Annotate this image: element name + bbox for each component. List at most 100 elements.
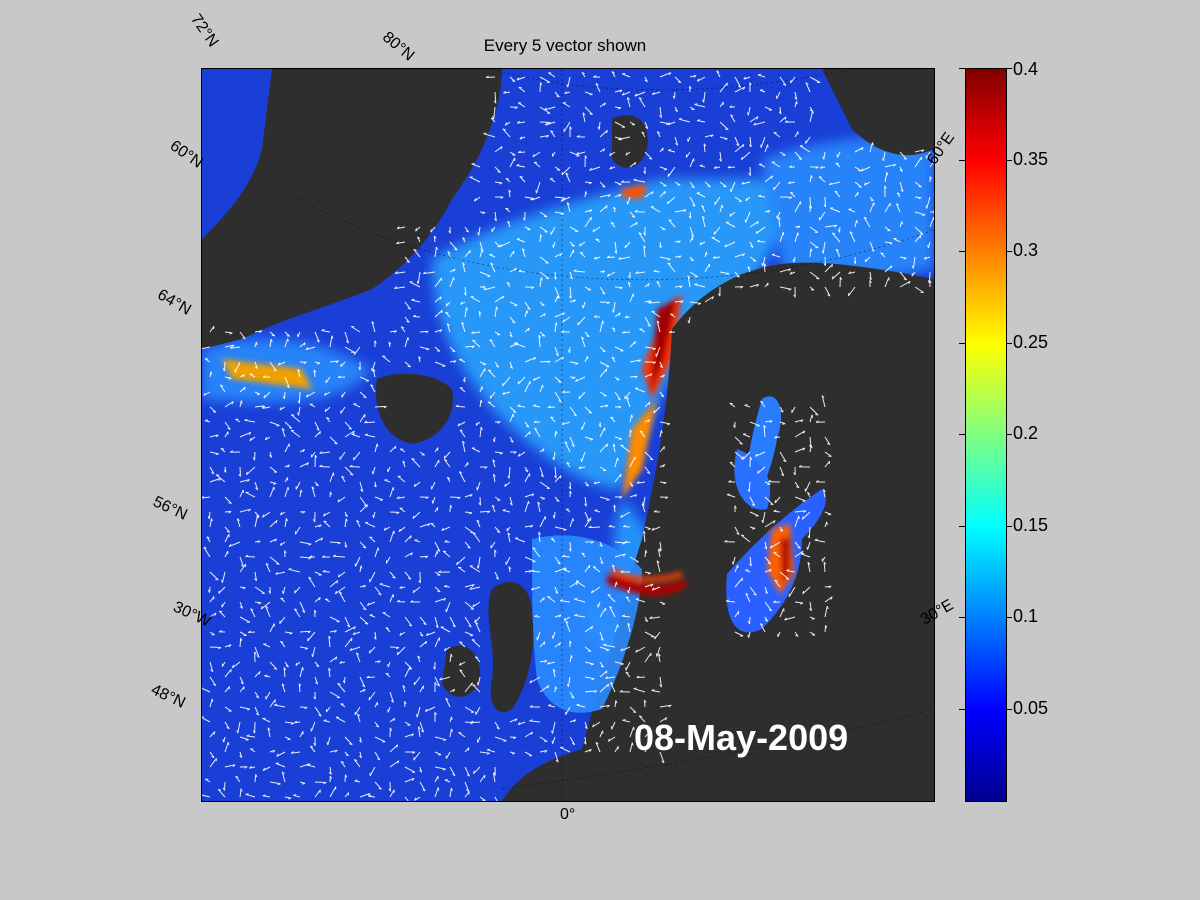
vector-arrow [309, 745, 316, 753]
vector-arrowhead [809, 205, 813, 209]
vector-arrow [284, 486, 289, 498]
vector-arrow [209, 612, 217, 618]
vector-arrowhead [575, 362, 579, 365]
vector-arrowhead [430, 522, 434, 525]
vector-arrow [306, 391, 316, 398]
vector-arrow [516, 76, 526, 81]
vector-arrowhead [566, 84, 569, 88]
map-panel[interactable]: 08-May-2009 [201, 68, 935, 802]
vector-arrow [398, 526, 406, 533]
vector-arrowhead [393, 330, 397, 333]
vector-arrow [561, 555, 571, 558]
vector-arrow [569, 226, 579, 232]
vector-arrow [248, 631, 256, 633]
vector-arrow [434, 541, 441, 552]
vector-arrowhead [425, 330, 429, 334]
vector-arrow [773, 181, 781, 191]
vector-arrowhead [226, 726, 230, 730]
vector-arrow [584, 496, 587, 507]
vector-arrowhead [228, 502, 232, 504]
vector-arrowhead [837, 229, 840, 233]
vector-arrow [779, 232, 784, 243]
vector-arrow [413, 676, 421, 686]
vector-arrowhead [316, 665, 320, 668]
vector-arrowhead [610, 681, 614, 685]
vector-arrow [643, 245, 646, 258]
vector-arrow [694, 104, 706, 108]
vector-arrow [389, 487, 394, 498]
vector-arrow [254, 481, 259, 490]
vector-arrowhead [611, 71, 615, 74]
vector-arrow [863, 216, 871, 228]
vector-arrowhead [473, 770, 475, 774]
vector-arrow [788, 181, 796, 184]
vector-arrowhead [367, 793, 371, 797]
vector-arrowhead [588, 411, 592, 414]
vector-arrow [224, 686, 230, 693]
colorbar-tick [1006, 342, 1012, 344]
vector-arrow [614, 541, 626, 544]
vector-arrowhead [546, 661, 550, 665]
vector-arrow [299, 667, 304, 678]
vector-arrowhead [625, 596, 629, 599]
vector-arrow [651, 586, 661, 591]
vector-arrowhead [519, 136, 523, 140]
vector-arrow [659, 421, 670, 425]
vector-arrow [356, 520, 361, 528]
vector-arrow [209, 646, 222, 648]
vector-arrow [524, 731, 533, 738]
vector-arrowhead [255, 696, 260, 699]
vector-arrow [476, 519, 481, 528]
vector-arrowhead [522, 248, 526, 252]
vector-arrowhead [417, 236, 421, 240]
vector-arrowhead [398, 528, 401, 532]
vector-arrow [824, 286, 831, 297]
vector-arrowhead [730, 114, 734, 117]
vector-arrowhead [827, 442, 831, 446]
vector-arrow [749, 256, 757, 262]
vector-arrow [773, 132, 781, 138]
vector-arrow [464, 307, 467, 318]
vector-arrow [562, 102, 571, 108]
vector-arrow [254, 586, 265, 594]
vector-arrow [763, 263, 766, 273]
vector-arrow [553, 451, 556, 461]
vector-arrow [599, 320, 604, 333]
vector-arrowhead [442, 768, 446, 771]
vector-arrow [560, 746, 571, 753]
vector-arrow [353, 346, 361, 355]
vector-arrowhead [747, 266, 751, 269]
vector-arrow [413, 316, 421, 318]
vector-arrow [824, 596, 833, 603]
vector-arrow [335, 586, 346, 595]
vector-arrow [694, 284, 706, 288]
vector-arrowhead [227, 742, 230, 746]
vector-arrowhead [839, 276, 843, 281]
vector-arrow [581, 451, 586, 462]
vector-arrow [643, 496, 646, 505]
vector-arrow [374, 781, 382, 790]
vector-arrow [914, 149, 925, 153]
vector-arrowhead [490, 117, 495, 120]
vector-arrow [344, 421, 353, 430]
vector-arrow [576, 704, 586, 708]
vector-arrow [809, 241, 819, 249]
vector-arrow [502, 376, 511, 387]
vector-arrowhead [459, 641, 463, 644]
vector-arrow [563, 569, 571, 573]
vector-arrowhead [465, 230, 469, 233]
vector-arrowhead [831, 264, 833, 268]
vector-arrow [359, 481, 364, 492]
vector-arrow [479, 751, 490, 754]
colorbar-tick-label: 0.25 [1013, 331, 1049, 352]
vector-arrowhead [664, 717, 668, 721]
vector-arrowhead [810, 445, 813, 449]
vector-arrow [396, 646, 406, 656]
vector-arrow [359, 565, 362, 573]
vector-arrowhead [597, 604, 599, 608]
vector-arrowhead [202, 495, 205, 499]
vector-arrow [742, 433, 751, 438]
vector-arrow [729, 461, 736, 468]
vector-arrow [685, 151, 691, 158]
vector-arrow [854, 256, 857, 264]
